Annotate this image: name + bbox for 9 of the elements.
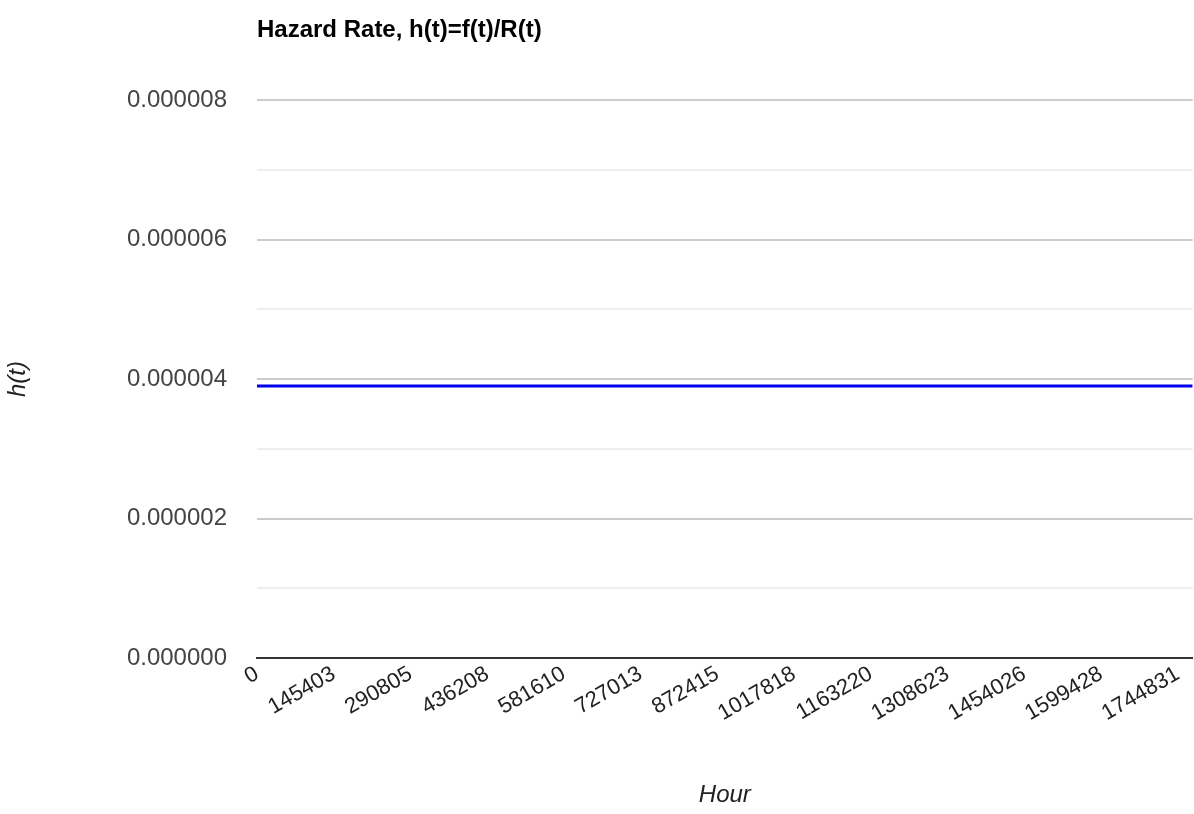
y-tick-label: 0.000000 — [126, 642, 227, 670]
y-tick-label: 0.000004 — [126, 363, 227, 391]
y-tick-label: 0.000002 — [126, 503, 227, 531]
chart-title: Hazard Rate, h(t)=f(t)/R(t) — [257, 14, 542, 42]
y-axis-title: h(t) — [3, 361, 31, 397]
x-axis-title: Hour — [698, 780, 752, 808]
x-tick-label: 0 — [239, 660, 263, 689]
y-tick-label: 0.000006 — [126, 224, 227, 252]
y-tick-label: 0.000008 — [126, 84, 227, 112]
